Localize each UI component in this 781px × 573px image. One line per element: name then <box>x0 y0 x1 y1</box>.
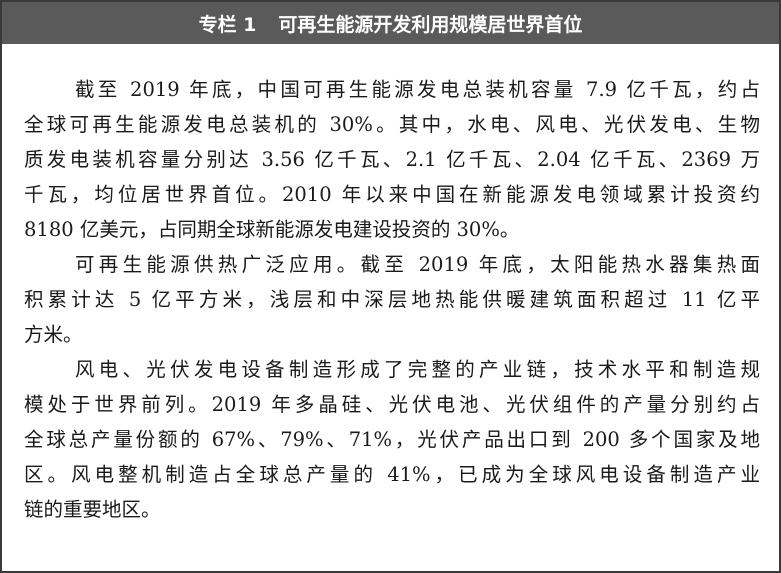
text-line: 区。风电整机制造占全球总产量的 41%，已成为全球风电设备制造产业 <box>24 463 760 486</box>
box-header: 专栏 1 可再生能源开发利用规模居世界首位 <box>2 2 779 44</box>
text-line: 全球总产量份额的 67%、79%、71%，光伏产品出口到 200 多个国家及地 <box>24 428 760 451</box>
text-line: 千瓦，均位居世界首位。2010 年以来中国在新能源发电领域累计投资约 <box>24 183 760 206</box>
text-line: 风电、光伏发电设备制造形成了完整的产业链，技术水平和制造规 <box>75 358 760 381</box>
text-line: 积累计达 5 亿平方米，浅层和中深层地热能供暖建筑面积超过 11 亿平 <box>24 288 760 311</box>
text-line: 方米。 <box>24 323 83 346</box>
box-title: 可再生能源开发利用规模居世界首位 <box>278 13 583 36</box>
text-line: 全球可再生能源发电总装机的 30%。其中，水电、风电、光伏发电、生物 <box>24 113 760 136</box>
text-line: 链的重要地区。 <box>24 498 161 521</box>
box-label: 专栏 1 <box>198 13 257 36</box>
text-line: 模处于世界前列。2019 年多晶硅、光伏电池、光伏组件的产量分别约占 <box>24 393 760 416</box>
text-line: 8180 亿美元，占同期全球新能源发电建设投资的 30%。 <box>24 218 520 241</box>
text-line: 质发电装机容量分别达 3.56 亿千瓦、2.1 亿千瓦、2.04 亿千瓦、236… <box>24 148 760 171</box>
text-line: 可再生能源供热广泛应用。截至 2019 年底，太阳能热水器集热面 <box>75 253 760 276</box>
text-line: 截至 2019 年底，中国可再生能源发电总装机容量 7.9 亿千瓦，约占 <box>75 78 760 101</box>
